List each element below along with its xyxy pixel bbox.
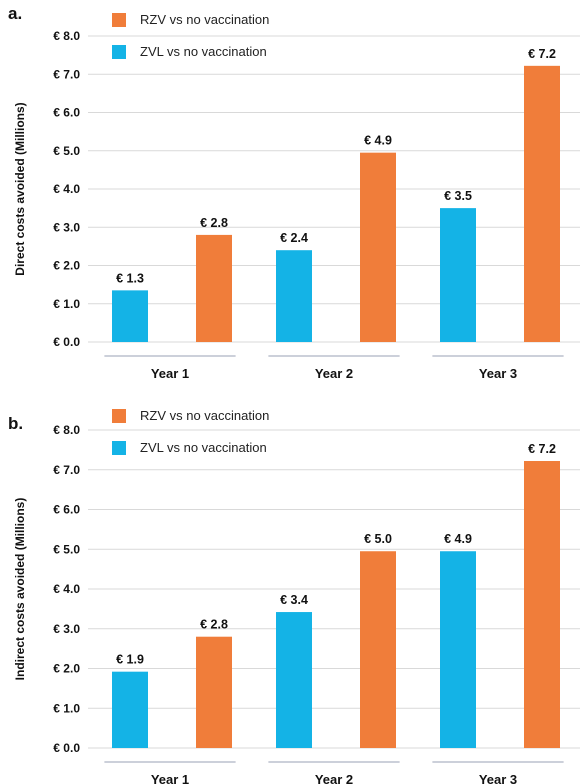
legend-swatch-rzv (112, 13, 126, 27)
bar-zvl-year-2 (276, 250, 312, 342)
y-tick-label: € 7.0 (53, 463, 80, 477)
y-tick-label: € 0.0 (53, 335, 80, 349)
data-label: € 1.9 (116, 653, 144, 667)
bar-zvl-year-1 (112, 671, 148, 748)
y-axis-title: Direct costs avoided (Millions) (13, 102, 27, 275)
y-tick-label: € 6.0 (53, 503, 80, 517)
bar-rzv-year-1 (196, 234, 232, 342)
data-label: € 5.0 (364, 532, 392, 546)
y-axis-title: Indirect costs avoided (Millions) (13, 498, 27, 681)
chart-panel-b: b. Indirect costs avoided (Millions) € 0.… (0, 392, 586, 784)
data-label: € 3.4 (280, 593, 308, 607)
x-category-label: Year 2 (315, 772, 353, 784)
y-tick-label: € 5.0 (53, 144, 80, 158)
legend-label-rzv: RZV vs no vaccination (140, 12, 270, 27)
data-label: € 4.9 (444, 532, 472, 546)
y-tick-label: € 2.0 (53, 259, 80, 273)
chart-b-svg: Indirect costs avoided (Millions) € 0.0 € … (13, 423, 580, 784)
y-tick-label: € 4.0 (53, 582, 80, 596)
x-category-label: Year 2 (315, 366, 353, 381)
data-label: € 4.9 (364, 134, 392, 148)
data-label: € 7.2 (528, 47, 556, 61)
y-tick-label: € 3.0 (53, 622, 80, 636)
y-tick-label: € 5.0 (53, 542, 80, 556)
y-tick-label: € 1.0 (53, 297, 80, 311)
y-tick-label: € 6.0 (53, 106, 80, 120)
bar-zvl-year-2 (276, 612, 312, 748)
bar-rzv-year-1 (196, 636, 232, 748)
chart-panel-a: a. Direct costs avoided (Millions) € 0.0 €… (8, 4, 580, 381)
y-tick-label: € 7.0 (53, 67, 80, 81)
y-tick-label: € 2.0 (53, 662, 80, 676)
panel-label: b. (8, 414, 24, 433)
legend-label-rzv: RZV vs no vaccination (140, 408, 270, 423)
bar-rzv-year-2 (360, 152, 396, 342)
data-label: € 2.4 (280, 231, 308, 245)
legend-swatch-rzv (112, 409, 126, 423)
bar-rzv-year-3 (524, 65, 560, 343)
data-label: € 2.8 (200, 618, 228, 632)
y-tick-label: € 8.0 (53, 29, 80, 43)
bar-zvl-year-1 (112, 290, 148, 342)
x-category-label: Year 3 (479, 366, 517, 381)
data-label: € 2.8 (200, 216, 228, 230)
legend-swatch-zvl (112, 45, 126, 59)
x-category-label: Year 1 (151, 366, 189, 381)
data-label: € 7.2 (528, 442, 556, 456)
data-label: € 1.3 (116, 271, 144, 285)
x-category-label: Year 1 (151, 772, 189, 784)
y-tick-label: € 4.0 (53, 182, 80, 196)
legend-label-zvl: ZVL vs no vaccination (140, 44, 267, 59)
data-label: € 3.5 (444, 189, 472, 203)
bar-rzv-year-3 (524, 461, 560, 748)
panel-label: a. (8, 4, 23, 23)
bar-zvl-year-3 (440, 551, 476, 748)
y-tick-label: € 3.0 (53, 220, 80, 234)
legend-label-zvl: ZVL vs no vaccination (140, 440, 267, 455)
bar-rzv-year-2 (360, 551, 396, 748)
y-tick-label: € 8.0 (53, 423, 80, 437)
y-tick-label: € 1.0 (53, 701, 80, 715)
x-category-label: Year 3 (479, 772, 517, 784)
legend-swatch-zvl (112, 441, 126, 455)
bar-zvl-year-3 (440, 208, 476, 342)
y-tick-label: € 0.0 (53, 741, 80, 755)
chart-a-svg: Direct costs avoided (Millions) € 0.0 € 1.… (13, 29, 580, 381)
